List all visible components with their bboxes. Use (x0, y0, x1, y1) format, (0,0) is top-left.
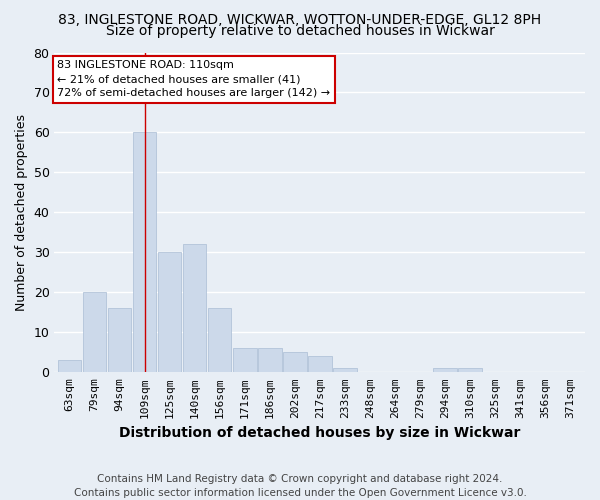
Text: 83, INGLESTONE ROAD, WICKWAR, WOTTON-UNDER-EDGE, GL12 8PH: 83, INGLESTONE ROAD, WICKWAR, WOTTON-UND… (58, 12, 542, 26)
Bar (308, 356, 332, 372)
Bar (433, 368, 457, 372)
Text: Size of property relative to detached houses in Wickwar: Size of property relative to detached ho… (106, 24, 494, 38)
Bar (333, 368, 356, 372)
Bar (233, 348, 257, 372)
Bar (107, 308, 131, 372)
Bar (133, 132, 157, 372)
Bar (458, 368, 482, 372)
Bar (182, 244, 206, 372)
Text: Contains HM Land Registry data © Crown copyright and database right 2024.
Contai: Contains HM Land Registry data © Crown c… (74, 474, 526, 498)
Bar (208, 308, 232, 372)
X-axis label: Distribution of detached houses by size in Wickwar: Distribution of detached houses by size … (119, 426, 520, 440)
Bar (283, 352, 307, 372)
Bar (158, 252, 181, 372)
Bar (258, 348, 281, 372)
Bar (58, 360, 82, 372)
Text: 83 INGLESTONE ROAD: 110sqm
← 21% of detached houses are smaller (41)
72% of semi: 83 INGLESTONE ROAD: 110sqm ← 21% of deta… (57, 60, 330, 98)
Bar (83, 292, 106, 372)
Y-axis label: Number of detached properties: Number of detached properties (15, 114, 28, 311)
